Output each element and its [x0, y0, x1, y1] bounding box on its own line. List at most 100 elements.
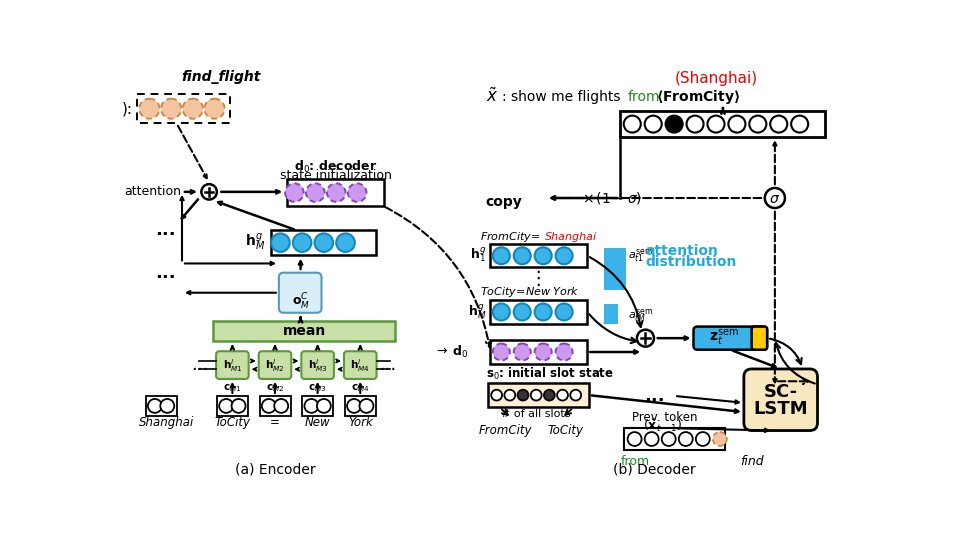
Circle shape: [557, 390, 568, 401]
Circle shape: [492, 247, 510, 264]
Circle shape: [686, 116, 704, 132]
Text: $\mathbf{\langle FromCity\rangle}$: $\mathbf{\langle FromCity\rangle}$: [657, 88, 740, 106]
Circle shape: [359, 399, 373, 413]
Circle shape: [285, 184, 303, 202]
Circle shape: [713, 432, 727, 446]
Circle shape: [327, 184, 346, 202]
Text: ToCity: ToCity: [547, 424, 584, 437]
Circle shape: [148, 399, 162, 413]
Text: find: find: [740, 455, 763, 468]
Circle shape: [202, 184, 217, 200]
FancyBboxPatch shape: [344, 351, 376, 379]
Circle shape: [624, 116, 641, 132]
Text: $\mathbf{s}_0$: initial slot state: $\mathbf{s}_0$: initial slot state: [486, 366, 613, 382]
Circle shape: [514, 343, 531, 361]
FancyBboxPatch shape: [491, 300, 588, 323]
Circle shape: [679, 432, 693, 446]
Circle shape: [645, 432, 659, 446]
Text: ...: ...: [155, 264, 176, 282]
Circle shape: [791, 116, 808, 132]
Circle shape: [315, 233, 333, 252]
FancyBboxPatch shape: [216, 351, 249, 379]
Text: ...: ...: [191, 356, 208, 374]
Text: attention: attention: [645, 244, 718, 258]
Text: find_flight: find_flight: [181, 70, 260, 84]
Circle shape: [348, 399, 361, 413]
Text: copy: copy: [486, 195, 522, 209]
Text: distribution: distribution: [645, 255, 737, 269]
FancyBboxPatch shape: [491, 340, 588, 363]
Text: $\mathbf{h}_M^g$: $\mathbf{h}_M^g$: [245, 232, 265, 253]
Circle shape: [770, 116, 787, 132]
FancyBboxPatch shape: [345, 396, 375, 416]
Circle shape: [645, 116, 661, 132]
Circle shape: [219, 399, 233, 413]
Circle shape: [317, 399, 331, 413]
Circle shape: [556, 303, 572, 320]
Text: Shanghai: Shanghai: [544, 232, 597, 241]
FancyBboxPatch shape: [605, 248, 626, 291]
Text: ...: ...: [155, 221, 176, 239]
FancyBboxPatch shape: [137, 94, 230, 123]
Circle shape: [182, 99, 203, 119]
Text: $\sigma$: $\sigma$: [769, 192, 780, 206]
Text: ...: ...: [644, 387, 665, 405]
Circle shape: [492, 303, 510, 320]
Circle shape: [275, 399, 288, 413]
Text: ...: ...: [379, 356, 396, 374]
FancyBboxPatch shape: [693, 327, 767, 350]
Text: $\mathbf{c}_{M4}$: $\mathbf{c}_{M4}$: [351, 382, 370, 394]
Text: $\mathbf{o}_M^C$: $\mathbf{o}_M^C$: [292, 292, 309, 312]
Text: $(\tilde{\mathbf{x}}_{t-1})$: $(\tilde{\mathbf{x}}_{t-1})$: [643, 417, 683, 434]
Text: $\mathbf{h}_{M1}^l$: $\mathbf{h}_{M1}^l$: [223, 357, 242, 374]
Circle shape: [535, 343, 552, 361]
Text: $FromCity\!=\!$: $FromCity\!=\!$: [480, 230, 541, 244]
Text: (Shanghai): (Shanghai): [675, 71, 758, 86]
Circle shape: [544, 390, 555, 401]
Circle shape: [348, 184, 367, 202]
Circle shape: [504, 390, 516, 401]
Circle shape: [628, 432, 641, 446]
Text: $\mathbf{d}_0$: decoder: $\mathbf{d}_0$: decoder: [294, 159, 377, 176]
Text: $\times\,(1-\sigma)$: $\times\,(1-\sigma)$: [582, 190, 642, 206]
Circle shape: [535, 303, 552, 320]
Circle shape: [304, 399, 319, 413]
FancyBboxPatch shape: [287, 179, 383, 206]
Text: New: New: [305, 416, 330, 429]
Circle shape: [556, 247, 572, 264]
Text: SC-: SC-: [763, 383, 798, 401]
Text: $\mathbf{h}_{M4}^l$: $\mathbf{h}_{M4}^l$: [350, 357, 371, 374]
Text: FromCity: FromCity: [478, 424, 532, 437]
FancyBboxPatch shape: [491, 244, 588, 267]
Text: $\rightarrow\;\mathbf{d}_0$: $\rightarrow\;\mathbf{d}_0$: [434, 344, 468, 360]
Text: $\mathbf{h}_M^g$: $\mathbf{h}_M^g$: [468, 302, 487, 321]
Text: York: York: [348, 416, 372, 429]
Circle shape: [514, 247, 531, 264]
Circle shape: [570, 390, 581, 401]
Text: : show me flights: : show me flights: [502, 90, 620, 104]
Text: ⋮: ⋮: [529, 269, 548, 288]
Text: $\tilde{x}$: $\tilde{x}$: [486, 88, 498, 106]
Text: from: from: [628, 90, 660, 104]
FancyBboxPatch shape: [488, 383, 588, 408]
Text: mean: mean: [282, 324, 325, 338]
Text: $\mathbf{h}_1^g$: $\mathbf{h}_1^g$: [470, 246, 487, 265]
FancyBboxPatch shape: [213, 321, 396, 341]
FancyBboxPatch shape: [752, 327, 767, 350]
FancyBboxPatch shape: [301, 351, 334, 379]
Text: $\mathbf{c}_{M1}$: $\mathbf{c}_{M1}$: [223, 382, 242, 394]
Text: attention: attention: [124, 185, 180, 198]
FancyBboxPatch shape: [217, 396, 248, 416]
Circle shape: [729, 116, 745, 132]
Circle shape: [765, 188, 785, 208]
Circle shape: [492, 390, 502, 401]
Text: $\mathbf{c}_{M3}$: $\mathbf{c}_{M3}$: [308, 382, 327, 394]
Circle shape: [161, 99, 181, 119]
Text: state initialization: state initialization: [279, 169, 392, 182]
Text: $a_{t1}^{\rm sem}$: $a_{t1}^{\rm sem}$: [628, 247, 653, 264]
Text: $ToCity\!=\!New\;York$: $ToCity\!=\!New\;York$: [480, 285, 580, 299]
FancyBboxPatch shape: [271, 231, 375, 255]
Circle shape: [636, 330, 654, 347]
Text: $\mathbf{h}_{M3}^l$: $\mathbf{h}_{M3}^l$: [308, 357, 327, 374]
FancyBboxPatch shape: [744, 369, 818, 430]
